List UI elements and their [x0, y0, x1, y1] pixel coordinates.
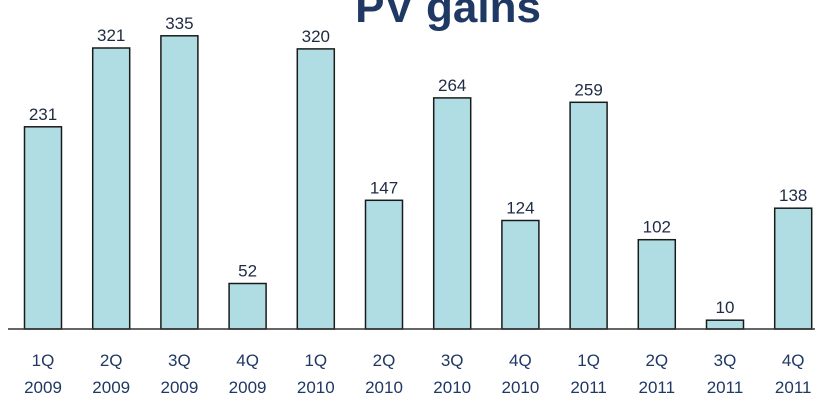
bar-value-label: 264	[438, 76, 466, 95]
x-tick-label: 4Q 2009	[229, 351, 267, 397]
bar	[705, 319, 745, 330]
bars-group	[23, 35, 813, 330]
bar-value-label: 321	[97, 26, 125, 45]
bar	[296, 48, 336, 330]
bar-value-label: 52	[238, 262, 257, 281]
bar	[569, 101, 608, 330]
bar-value-label: 10	[716, 298, 735, 317]
bar-value-label: 259	[574, 80, 602, 99]
bar-value-label: 124	[506, 199, 534, 218]
bar-value-label: 335	[165, 14, 193, 33]
bar	[23, 126, 63, 330]
x-tick-label: 3Q 2009	[160, 351, 198, 397]
x-tick-label: 2Q 2010	[365, 351, 403, 397]
x-tick-label: 2Q 2009	[92, 351, 130, 397]
bar	[160, 35, 199, 330]
bar-value-label: 147	[370, 178, 398, 197]
bar-value-label: 231	[29, 105, 57, 124]
bar	[432, 97, 472, 330]
x-tick-label: 4Q 2010	[501, 351, 539, 397]
x-tick-label: 2Q 2011	[639, 351, 676, 397]
x-tick-labels-group: 1Q 2009 2Q 2009 3Q 2009 4Q 2009 1Q 2010 2Q 2010 3Q 20…	[24, 351, 811, 397]
bar-value-label: 320	[302, 27, 330, 46]
x-tick-label: 3Q 2011	[707, 351, 744, 397]
x-tick-label: 1Q 2011	[570, 351, 607, 397]
x-tick-label: 3Q 2010	[433, 351, 471, 397]
bar	[501, 219, 540, 330]
x-tick-label: 4Q 2011	[775, 351, 812, 397]
value-labels-group: 231 321 335 52 320 147 264 124 259 102 10 138	[29, 14, 808, 317]
bar	[637, 238, 677, 330]
chart-title: PV gains	[355, 0, 541, 32]
bar-value-label: 102	[643, 218, 671, 237]
bar	[773, 207, 813, 330]
x-tick-label: 1Q 2010	[297, 351, 335, 397]
bar-value-label: 138	[779, 186, 807, 205]
bar	[228, 282, 267, 330]
x-tick-label: 1Q 2009	[24, 351, 62, 397]
bar	[364, 199, 404, 330]
bar	[91, 47, 131, 330]
